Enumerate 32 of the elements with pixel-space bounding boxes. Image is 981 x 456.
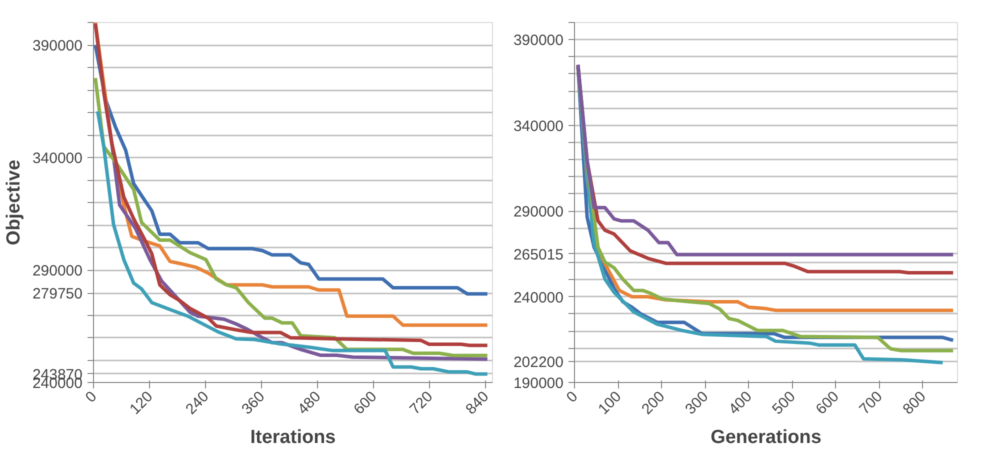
y-tick-label: 240000: [513, 289, 564, 306]
y-tick-label: 265015: [513, 246, 564, 264]
x-tick-label: 500: [769, 388, 799, 418]
y-tick-label: 290000: [32, 262, 83, 280]
x-tick-label: 360: [238, 388, 268, 418]
y-tick-label: 390000: [32, 38, 83, 54]
x-tick-label: 800: [900, 388, 930, 418]
x-tick-label: 600: [812, 388, 842, 418]
y-tick-label: 279750: [32, 286, 83, 303]
x-tick-label: 200: [638, 388, 668, 418]
x-tick-label: 300: [682, 388, 712, 418]
x-tick-label: 600: [350, 388, 380, 418]
y-tick-label: 290000: [513, 204, 564, 221]
y-tick-label: 340000: [32, 150, 83, 167]
x-tick-label: 480: [294, 388, 324, 418]
y-tick-label: 202200: [513, 354, 564, 372]
x-axis-title: Generations: [710, 426, 822, 448]
x-tick-label: 400: [726, 388, 756, 418]
y-axis-title: Objective: [3, 160, 24, 246]
y-tick-label: 190000: [513, 375, 564, 392]
x-tick-label: 240: [182, 388, 212, 418]
x-tick-label: 0: [82, 388, 100, 406]
x-tick-label: 100: [595, 388, 625, 418]
x-axis-title: Iterations: [250, 426, 336, 448]
x-tick-label: 0: [563, 388, 582, 406]
x-tick-label: 120: [126, 388, 156, 418]
x-tick-label: 840: [462, 388, 492, 418]
line-series: [94, 43, 490, 296]
y-tick-label: 340000: [513, 118, 564, 135]
y-tick-label: 390000: [513, 32, 564, 50]
x-tick-label: 720: [406, 388, 436, 418]
x-tick-label: 700: [856, 388, 886, 418]
